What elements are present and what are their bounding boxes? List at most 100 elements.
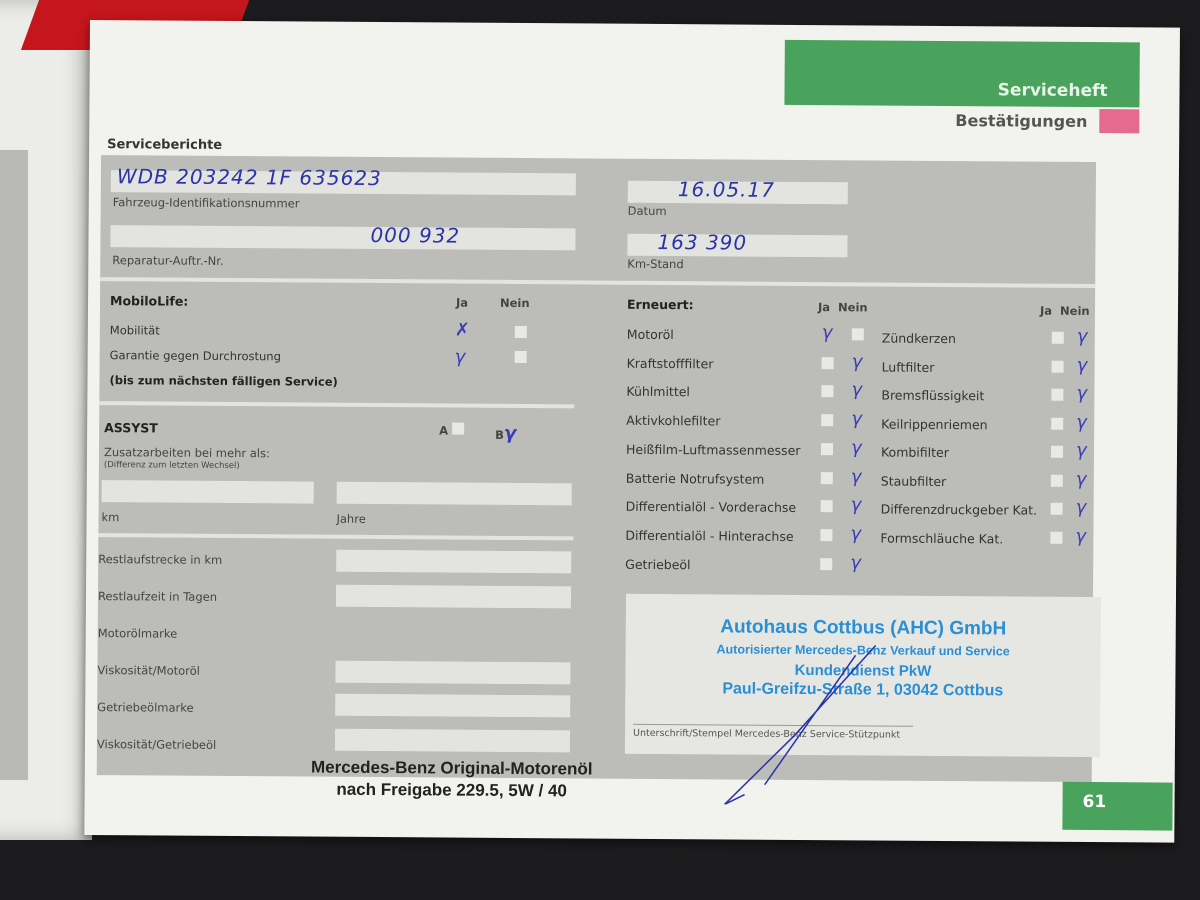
assyst-b[interactable]: Bγ — [495, 423, 516, 444]
divider — [99, 401, 575, 409]
erneuert-item: Formschläuche Kat. γ — [880, 525, 1095, 547]
checkbox-ja[interactable] — [1050, 445, 1064, 458]
item-label: Differenzdruckgeber Kat. — [880, 501, 1038, 518]
check-mark-nein[interactable]: γ — [851, 379, 863, 401]
row-field[interactable] — [335, 693, 571, 718]
subsection-title: Bestätigungen — [955, 111, 1088, 131]
check-mark-ja[interactable]: ✗ — [454, 319, 471, 341]
left-page — [0, 0, 92, 840]
checkbox-nein[interactable] — [851, 328, 864, 341]
erneuert-item: Kombifilter γ — [880, 440, 1096, 462]
erneuert-item: Differentialöl - Vorderachse γ — [626, 495, 886, 516]
item-label: Kühlmittel — [626, 384, 690, 400]
check-mark-nein[interactable]: γ — [851, 351, 863, 373]
km-value: 163 390 — [657, 229, 748, 255]
extra-km-field[interactable] — [101, 480, 314, 504]
checkbox-ja[interactable] — [1051, 360, 1064, 373]
check-mark-nein[interactable]: γ — [1076, 382, 1088, 404]
item-label: Batterie Notrufsystem — [625, 470, 765, 487]
checkbox-nein[interactable] — [514, 350, 527, 364]
check-mark-nein[interactable]: γ — [1076, 411, 1087, 433]
vin-field[interactable]: WDB 203242 1F 635623 — [110, 164, 576, 196]
row-field[interactable] — [334, 728, 571, 753]
mobilolife-note: (bis zum nächsten fälligen Service) — [109, 373, 338, 389]
check-mark-nein[interactable]: γ — [1075, 439, 1087, 461]
extra-label: Zusatzarbeiten bei mehr als: — [103, 445, 270, 461]
nein-header: Nein — [838, 300, 868, 315]
erneuert-item: Getriebeöl γ — [625, 552, 885, 573]
check-mark-nein[interactable]: γ — [851, 408, 862, 430]
check-mark-nein[interactable]: γ — [1076, 354, 1088, 376]
mobilolife-ja-header: Ja — [455, 295, 469, 310]
check-mark-nein[interactable]: γ — [1075, 525, 1087, 547]
erneuert-item: Keilrippenriemen γ — [881, 411, 1096, 433]
divider — [100, 277, 1096, 289]
check-mark-nein[interactable]: γ — [850, 437, 862, 459]
row-label: Getriebeölmarke — [97, 700, 194, 715]
check-mark-nein[interactable]: γ — [850, 523, 862, 545]
form-row: Motorölmarke — [98, 622, 578, 662]
km-field[interactable]: 163 390 — [627, 230, 848, 258]
mobilolife-title: MobiloLife: — [109, 293, 189, 309]
check-mark-nein[interactable]: γ — [1075, 468, 1087, 490]
check-mark-nein[interactable]: γ — [1075, 496, 1087, 518]
ja-header: Ja — [817, 300, 831, 315]
order-label: Reparatur-Auftr.-Nr. — [112, 253, 224, 268]
checkbox-ja[interactable] — [1050, 474, 1063, 487]
checkbox-ja[interactable] — [1051, 417, 1064, 430]
checkbox-ja[interactable] — [821, 414, 834, 427]
order-field[interactable]: 000 932 — [110, 222, 576, 251]
row-label: Motorölmarke — [97, 626, 178, 641]
nein-header: Nein — [1060, 303, 1090, 318]
erneuert-item: Zündkerzen γ — [882, 326, 1097, 348]
checkbox-ja[interactable] — [1051, 388, 1064, 401]
check-mark-nein[interactable]: γ — [850, 494, 862, 516]
check-mark-ja[interactable]: γ — [454, 346, 466, 368]
pink-tab — [1099, 109, 1140, 134]
check-mark-ja[interactable]: γ — [821, 322, 833, 344]
oil-stamp-line: Mercedes-Benz Original-Motorenöl — [310, 757, 593, 779]
checkbox-ja[interactable] — [1051, 331, 1064, 344]
mobilolife-nein-header: Nein — [499, 295, 530, 311]
assyst-a[interactable]: A — [439, 422, 465, 438]
row-field[interactable] — [335, 584, 572, 609]
divider — [98, 533, 574, 541]
check-mark-nein[interactable]: γ — [1076, 325, 1088, 347]
checkbox-ja[interactable] — [820, 529, 833, 542]
item-label: Keilrippenriemen — [881, 416, 988, 432]
item-label: Kombifilter — [880, 444, 949, 461]
erneuert-ja-nein-header-1: Ja Nein — [818, 300, 868, 314]
signature — [724, 644, 877, 806]
page-title: Serviceberichte — [107, 137, 223, 153]
mobilolife-row: Mobilität ✗ — [109, 320, 527, 341]
vin-label: Fahrzeug-Identifikationsnummer — [112, 195, 300, 211]
mobilolife-row: Garantie gegen Durchrostung γ — [110, 347, 527, 368]
checkbox-ja[interactable] — [821, 385, 834, 398]
checkbox-a[interactable] — [452, 422, 465, 435]
row-field[interactable] — [336, 549, 572, 574]
checkbox-ja[interactable] — [821, 356, 834, 369]
years-unit: Jahre — [336, 511, 366, 526]
date-field[interactable]: 16.05.17 — [627, 177, 848, 205]
order-value: 000 932 — [370, 222, 461, 248]
checkbox-ja[interactable] — [820, 442, 834, 455]
item-label: Motoröl — [626, 326, 674, 343]
section-title: Serviceheft — [997, 80, 1108, 102]
extra-years-field[interactable] — [336, 481, 572, 506]
assyst-title: ASSYST — [104, 420, 158, 436]
checkbox-nein[interactable] — [514, 325, 527, 339]
checkbox-ja[interactable] — [820, 471, 833, 484]
row-field[interactable] — [335, 660, 571, 685]
check-mark-nein[interactable]: γ — [850, 551, 861, 573]
erneuert-item: Luftfilter γ — [882, 354, 1097, 376]
checkbox-ja[interactable] — [1050, 531, 1063, 544]
checkbox-ja[interactable] — [820, 557, 833, 570]
extra-note: (Differenz zum letzten Wechsel) — [103, 460, 240, 472]
vin-value: WDB 203242 1F 635623 — [116, 164, 382, 191]
item-label: Heißfilm-Luftmassenmesser — [625, 441, 801, 458]
row-label: Mobilität — [109, 323, 160, 338]
checkbox-ja[interactable] — [1050, 502, 1063, 515]
checkbox-ja[interactable] — [820, 500, 833, 513]
check-mark-nein[interactable]: γ — [850, 465, 862, 487]
erneuert-item: Motoröl γ — [626, 322, 887, 344]
